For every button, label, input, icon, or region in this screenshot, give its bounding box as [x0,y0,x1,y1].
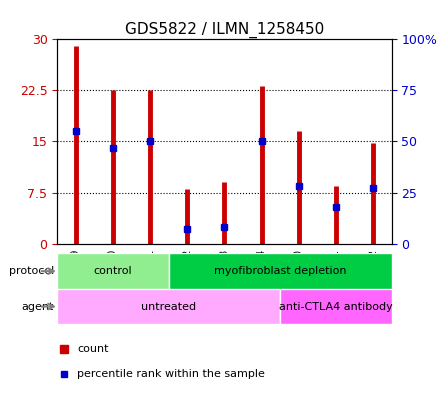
Title: GDS5822 / ILMN_1258450: GDS5822 / ILMN_1258450 [125,22,324,38]
FancyBboxPatch shape [280,289,392,324]
Text: untreated: untreated [141,301,196,312]
Text: count: count [77,344,109,354]
FancyBboxPatch shape [57,253,169,289]
Text: protocol: protocol [9,266,54,276]
Text: myofibroblast depletion: myofibroblast depletion [214,266,346,276]
FancyBboxPatch shape [169,253,392,289]
Text: percentile rank within the sample: percentile rank within the sample [77,369,265,379]
Text: anti-CTLA4 antibody: anti-CTLA4 antibody [279,301,393,312]
FancyBboxPatch shape [57,289,280,324]
Text: control: control [94,266,132,276]
Text: agent: agent [22,301,54,312]
